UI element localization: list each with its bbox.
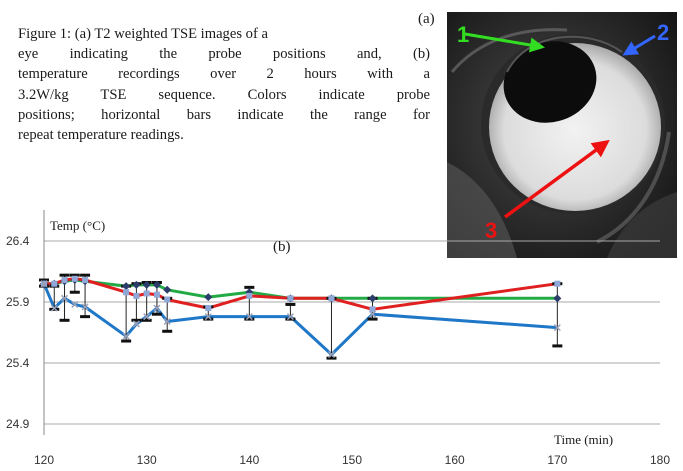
data-point-x	[61, 294, 69, 302]
panel-a-label: (a)	[418, 11, 435, 27]
data-point-diamond	[204, 293, 213, 302]
data-point-x	[81, 303, 89, 311]
data-point-x	[163, 317, 171, 326]
y-tick-label: 25.9	[6, 295, 30, 309]
probe-1-label: 1	[457, 22, 469, 47]
data-point-square	[143, 290, 150, 297]
data-point-x	[153, 304, 161, 312]
data-point-square	[153, 291, 160, 298]
x-tick-label: 130	[137, 453, 157, 467]
data-point-diamond	[132, 280, 141, 289]
range-bar-cap-high	[69, 273, 80, 277]
probe-2-label: 2	[657, 20, 669, 45]
series-line-2	[44, 277, 558, 311]
data-point-diamond	[553, 294, 562, 303]
data-point-square	[246, 292, 253, 299]
figure-caption: Figure 1: (a) T2 weighted TSE images of …	[18, 24, 430, 145]
range-bar-cap-low	[59, 318, 70, 322]
range-bar-cap-high	[59, 273, 70, 277]
range-bar-cap-low	[49, 307, 60, 311]
range-bar-cap-low	[131, 318, 142, 322]
x-tick-label: 120	[34, 453, 54, 467]
range-bar-cap-high	[244, 285, 255, 289]
range-bar-cap-high	[285, 302, 296, 306]
data-point-square	[61, 277, 68, 284]
data-point-square	[164, 296, 171, 303]
y-tick-label: 26.4	[6, 234, 30, 248]
range-bar-cap-low	[203, 317, 214, 321]
data-point-square	[369, 306, 376, 313]
data-point-diamond	[122, 282, 131, 291]
caption-line: eye indicating the probe positions and, …	[18, 46, 430, 63]
data-point-diamond	[152, 280, 161, 289]
range-bar-cap-low	[285, 317, 296, 321]
data-point-x	[553, 324, 561, 332]
data-point-x	[286, 313, 294, 321]
range-bar-cap-low	[244, 317, 255, 321]
x-tick-label: 170	[547, 453, 567, 467]
data-point-diamond	[142, 280, 151, 289]
data-point-x	[143, 313, 151, 321]
range-bar-cap-low	[121, 339, 132, 343]
x-axis-label: Time (min)	[554, 432, 613, 447]
data-point-square	[123, 289, 130, 296]
x-tick-label: 140	[239, 453, 259, 467]
data-point-square	[287, 295, 294, 302]
chart-series	[42, 277, 558, 356]
data-point-x	[40, 280, 48, 288]
data-point-x	[327, 350, 335, 358]
series-line-3	[42, 283, 558, 356]
y-tick-label: 24.9	[6, 417, 30, 431]
data-point-diamond	[163, 285, 172, 294]
caption-line: positions; horizontal bars indicate the …	[18, 106, 430, 123]
data-point-square	[51, 280, 58, 287]
data-point-diamond	[368, 294, 377, 303]
data-point-x	[50, 304, 58, 312]
data-point-square	[71, 275, 78, 282]
data-point-square	[205, 305, 212, 312]
probe-3-label: 3	[485, 218, 497, 243]
probe-2-arrow	[622, 34, 656, 56]
y-tick-label: 25.4	[6, 356, 30, 370]
range-bar-cap-low	[162, 329, 173, 333]
data-point-x	[132, 320, 140, 328]
data-point-square	[82, 277, 89, 284]
range-bar-cap-low	[367, 317, 378, 321]
range-bar-cap-low	[552, 344, 563, 348]
mri-illustration: 1 2 3	[447, 12, 677, 258]
x-tick-labels: 120 130 140 150 160 170 180	[34, 453, 670, 467]
lens	[503, 41, 597, 123]
data-point-square	[133, 292, 140, 299]
y-axis-label: Temp (°C)	[50, 218, 105, 233]
x-tick-label: 160	[445, 453, 465, 467]
caption-line: temperature recordings over 2 hours with…	[18, 66, 430, 83]
range-bar-cap-low	[141, 318, 152, 322]
temperature-chart: 24.9 25.4 25.9 26.4 120 130 140 150 160 170 180 T…	[6, 210, 670, 467]
probe-1-arrow	[464, 32, 545, 53]
range-bar-cap-high	[80, 273, 91, 277]
range-bar-cap-low	[69, 290, 80, 294]
x-tick-label: 150	[342, 453, 362, 467]
range-bar-cap-low	[80, 315, 91, 319]
data-point-x	[245, 313, 253, 321]
caption-line: 3.2W/kg TSE sequence. Colors indicate pr…	[18, 86, 430, 103]
panel-b-label: (b)	[273, 239, 291, 255]
data-point-x	[71, 300, 79, 308]
data-point-square	[328, 295, 335, 302]
caption-line: Figure 1: (a) T2 weighted TSE images of …	[18, 26, 268, 42]
data-point-x	[204, 313, 212, 321]
mri-eye-image: 1 2 3	[447, 12, 677, 258]
data-point-square	[554, 280, 561, 287]
data-point-x	[122, 332, 130, 340]
chart-markers	[40, 275, 562, 358]
range-bar-cap-low	[151, 312, 162, 316]
data-point-x	[369, 310, 377, 318]
caption-line: repeat temperature readings.	[18, 127, 184, 144]
range-bar-cap-low	[326, 356, 337, 360]
x-tick-label: 180	[650, 453, 670, 467]
probe-3-arrow	[503, 139, 610, 219]
y-tick-labels: 24.9 25.4 25.9 26.4	[6, 234, 30, 431]
